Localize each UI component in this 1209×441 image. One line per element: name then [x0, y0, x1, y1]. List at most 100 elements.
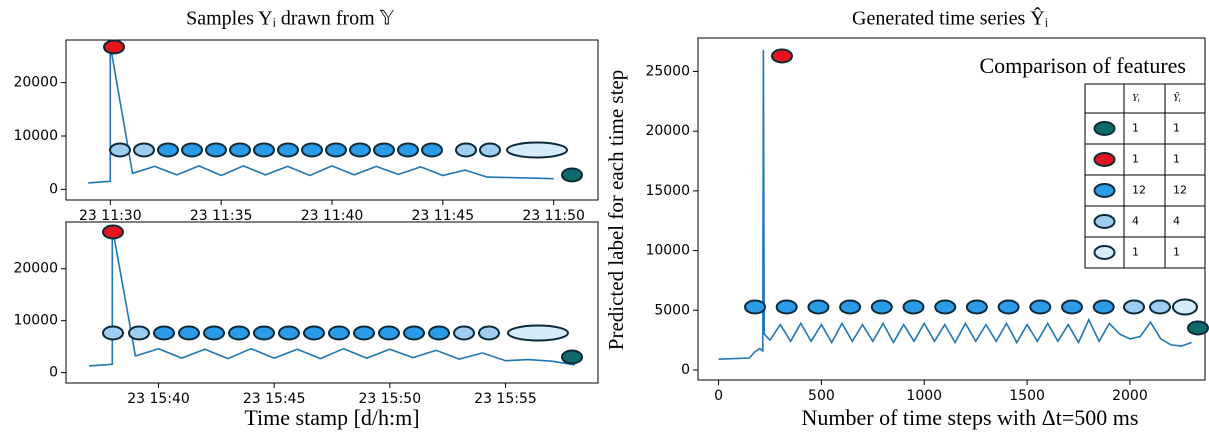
x-tick-label: 2000 — [1112, 388, 1148, 404]
feature-marker — [561, 167, 583, 183]
feature-marker — [397, 142, 419, 158]
feature-marker — [128, 325, 150, 341]
feature-marker — [349, 142, 371, 158]
y-tick-label: 10000 — [645, 243, 690, 259]
feature-marker — [421, 142, 443, 158]
feature-marker — [428, 325, 450, 341]
feature-marker — [102, 325, 124, 341]
feature-marker — [507, 324, 569, 342]
x-tick-label: 23 15:40 — [127, 391, 190, 407]
feature-marker — [479, 142, 501, 158]
feature-marker — [506, 141, 568, 159]
feature-marker — [328, 325, 350, 341]
feature-marker — [455, 142, 477, 158]
x-tick-label: 23 15:50 — [359, 391, 422, 407]
x-tick-label: 23 15:55 — [474, 391, 537, 407]
feature-marker — [253, 325, 275, 341]
feature-marker — [133, 142, 155, 158]
feature-marker — [325, 142, 347, 158]
table-cell: 12 — [1173, 184, 1187, 197]
feature-marker — [1123, 299, 1145, 315]
table-cell: 4 — [1132, 215, 1139, 228]
table-bg — [1084, 83, 1206, 269]
x-tick-label: 23 11:40 — [301, 208, 364, 224]
table-marker — [1093, 121, 1116, 136]
table-title: Comparison of features — [980, 53, 1187, 78]
table-marker — [1093, 214, 1116, 229]
feature-marker — [1061, 299, 1083, 315]
feature-marker — [1149, 299, 1171, 315]
feature-marker — [229, 142, 251, 158]
feature-marker — [228, 325, 250, 341]
y-tick-label: 0 — [681, 362, 690, 378]
x-tick-label: 23 11:30 — [79, 208, 142, 224]
feature-marker — [205, 142, 227, 158]
feature-marker — [1172, 298, 1198, 316]
feature-marker — [1029, 299, 1052, 315]
table-cell: 1 — [1132, 246, 1139, 259]
feature-marker — [157, 142, 179, 158]
feature-marker — [997, 299, 1020, 315]
x-tick-label: 1000 — [906, 388, 942, 404]
x-tick-label: 23 11:35 — [190, 208, 253, 224]
x-tick-label: 500 — [808, 388, 835, 404]
feature-marker — [744, 299, 766, 315]
table-marker — [1093, 152, 1116, 167]
feature-marker — [965, 299, 988, 315]
feature-marker — [478, 325, 500, 341]
y-tick-label: 5000 — [654, 302, 690, 318]
feature-marker — [109, 142, 131, 158]
feature-marker — [178, 325, 200, 341]
y-tick-label: 20000 — [13, 261, 58, 277]
feature-marker — [839, 299, 862, 315]
feature-marker — [771, 48, 793, 64]
feature-marker — [561, 349, 583, 365]
table-cell: 1 — [1173, 153, 1180, 166]
y-axis-label: Predicted label for each time step — [604, 70, 628, 350]
feature-marker — [1187, 320, 1209, 336]
feature-marker — [373, 142, 395, 158]
table-cell: 12 — [1132, 184, 1146, 197]
y-tick-label: 20000 — [13, 75, 58, 91]
feature-marker — [102, 224, 124, 240]
y-tick-label: 25000 — [645, 63, 690, 79]
x-tick-label: 0 — [714, 388, 723, 404]
feature-marker — [403, 325, 425, 341]
y-tick-label: 20000 — [645, 123, 690, 139]
table-marker — [1093, 245, 1116, 260]
y-tick-label: 0 — [49, 181, 58, 197]
feature-marker — [103, 39, 125, 55]
y-tick-label: 15000 — [645, 183, 690, 199]
data-line — [718, 49, 1192, 360]
y-tick-label: 0 — [49, 365, 58, 381]
table-cell: 4 — [1173, 215, 1180, 228]
feature-marker — [303, 325, 325, 341]
feature-marker — [301, 142, 323, 158]
plot-frame — [65, 39, 599, 201]
feature-marker — [278, 325, 300, 341]
feature-marker — [203, 325, 225, 341]
feature-marker — [453, 325, 475, 341]
x-tick-label: 23 15:45 — [243, 391, 306, 407]
feature-marker — [1092, 299, 1115, 315]
table-cell: 1 — [1132, 153, 1139, 166]
x-tick-label: 1500 — [1009, 388, 1045, 404]
table-cell: 1 — [1173, 122, 1180, 135]
table-header: Yᵢ — [1132, 92, 1140, 104]
feature-marker — [181, 142, 203, 158]
x-axis-label: Time stamp [d/h:m] — [244, 405, 419, 430]
data-line — [89, 227, 576, 367]
chart-title: Samples Yᵢ drawn from 𝕐 — [186, 8, 395, 30]
chart-title: Generated time series Ŷᵢ — [852, 7, 1049, 30]
x-tick-label: 23 11:50 — [522, 208, 585, 224]
feature-marker — [807, 299, 830, 315]
y-tick-label: 10000 — [13, 313, 58, 329]
feature-marker — [902, 299, 925, 315]
y-tick-label: 10000 — [13, 128, 58, 144]
data-line — [88, 45, 554, 184]
feature-marker — [378, 325, 400, 341]
feature-marker — [353, 325, 375, 341]
table-cell: 1 — [1132, 122, 1139, 135]
table-cell: 1 — [1173, 246, 1180, 259]
